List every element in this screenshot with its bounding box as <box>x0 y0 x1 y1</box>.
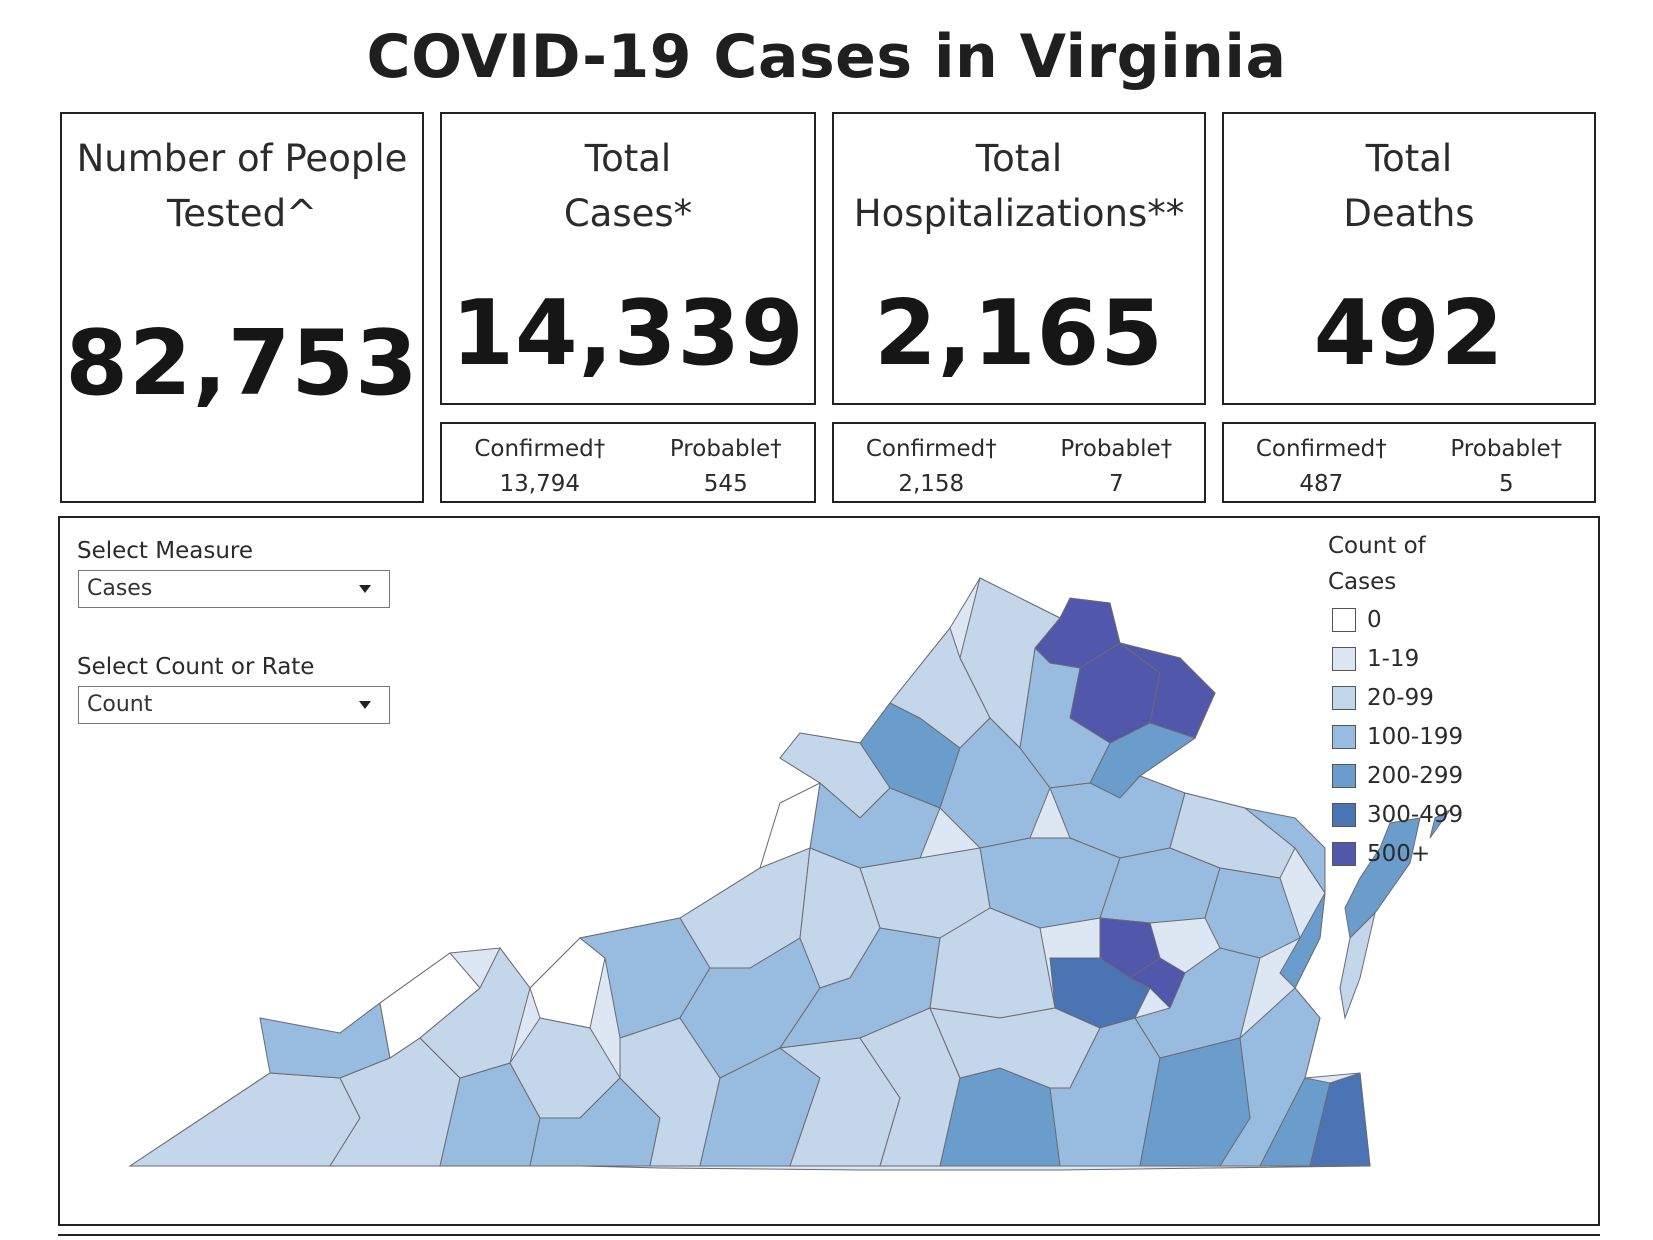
probable-label: Probable† <box>1060 436 1173 462</box>
probable-label: Probable† <box>669 436 782 462</box>
kpi-value: 82,753 <box>65 311 419 416</box>
legend-swatch <box>1332 685 1356 710</box>
kpi-total-cases: Total Cases* 14,339 <box>440 112 816 405</box>
probable-value: 5 <box>1498 471 1514 497</box>
kpi-deaths-breakdown: Confirmed† 487 Probable† 5 <box>1222 422 1596 503</box>
legend-item-label: 1-19 <box>1367 645 1420 672</box>
legend-swatch <box>1332 802 1356 827</box>
map-county[interactable] <box>1309 1072 1371 1167</box>
kpi-label: Hospitalizations** <box>853 192 1185 235</box>
probable-value: 545 <box>703 471 748 497</box>
legend-item[interactable]: 200-299 <box>1328 756 1463 795</box>
legend-item-label: 300-499 <box>1367 801 1464 828</box>
kpi-value: 492 <box>1313 281 1505 386</box>
confirmed-value: 2,158 <box>898 471 965 497</box>
dropdown-arrow-icon <box>359 585 371 593</box>
select-count-rate-dropdown[interactable]: Count <box>78 686 390 724</box>
map-county[interactable] <box>529 937 606 1029</box>
select-measure-label: Select Measure <box>77 538 254 564</box>
kpi-people-tested: Number of People Tested^ 82,753 <box>60 112 424 503</box>
legend-swatch <box>1332 763 1356 788</box>
kpi-label: Total <box>584 137 672 180</box>
kpi-value: 14,339 <box>451 281 805 386</box>
select-measure-value: Cases <box>87 576 153 601</box>
legend-item-label: 500+ <box>1367 840 1431 867</box>
legend-items: 0 1-19 20-99 100-199 200-299 300-499 500… <box>1328 600 1463 873</box>
kpi-cases-breakdown: Confirmed† 13,794 Probable† 545 <box>440 422 816 503</box>
legend-title-line: Count of <box>1328 533 1426 559</box>
legend-item-label: 0 <box>1367 606 1382 633</box>
confirmed-label: Confirmed† <box>865 436 997 462</box>
legend-item[interactable]: 0 <box>1328 600 1463 639</box>
kpi-label: Tested^ <box>166 192 318 235</box>
legend-item-label: 200-299 <box>1367 762 1464 789</box>
legend-swatch <box>1332 607 1356 632</box>
legend-item-label: 100-199 <box>1367 723 1464 750</box>
select-count-rate-label: Select Count or Rate <box>77 654 315 680</box>
legend-item[interactable]: 20-99 <box>1328 678 1463 717</box>
legend-item[interactable]: 1-19 <box>1328 639 1463 678</box>
kpi-label: Deaths <box>1343 192 1475 235</box>
confirmed-label: Confirmed† <box>1255 436 1387 462</box>
select-count-rate-value: Count <box>87 692 153 717</box>
map-county[interactable] <box>1429 809 1451 839</box>
map-county[interactable] <box>1244 807 1326 895</box>
map-county[interactable] <box>1339 911 1376 1020</box>
confirmed-value: 13,794 <box>499 471 580 497</box>
page-title: COVID-19 Cases in Virginia <box>366 22 1287 92</box>
probable-value: 7 <box>1108 471 1124 497</box>
virginia-county-map[interactable] <box>60 518 1602 1228</box>
legend-swatch <box>1332 841 1356 866</box>
map-county[interactable] <box>1279 892 1326 989</box>
kpi-total-deaths: Total Deaths 492 <box>1222 112 1596 405</box>
kpi-total-hospitalizations: Total Hospitalizations** 2,165 <box>832 112 1206 405</box>
legend-item[interactable]: 100-199 <box>1328 717 1463 756</box>
select-measure-dropdown[interactable]: Cases <box>78 570 390 608</box>
kpi-label: Total <box>1365 137 1453 180</box>
kpi-hospitalizations-breakdown: Confirmed† 2,158 Probable† 7 <box>832 422 1206 503</box>
dropdown-arrow-icon <box>359 701 371 709</box>
confirmed-label: Confirmed† <box>474 436 606 462</box>
next-panel-edge <box>58 1234 1600 1236</box>
legend-title-line: Cases <box>1328 569 1397 595</box>
kpi-label: Cases* <box>563 192 693 235</box>
map-panel: Select Measure Cases Select Count or Rat… <box>58 516 1600 1226</box>
legend-item-label: 20-99 <box>1367 684 1434 711</box>
kpi-value: 2,165 <box>874 281 1164 386</box>
kpi-label: Total <box>975 137 1063 180</box>
confirmed-value: 487 <box>1299 471 1344 497</box>
map-county[interactable] <box>128 1072 361 1167</box>
kpi-label: Number of People <box>76 137 408 180</box>
legend-title: Count of Cases <box>1328 528 1463 600</box>
legend-item[interactable]: 500+ <box>1328 834 1463 873</box>
legend-swatch <box>1332 646 1356 671</box>
map-legend: Count of Cases 0 1-19 20-99 100-199 200-… <box>1328 528 1463 873</box>
probable-label: Probable† <box>1450 436 1563 462</box>
legend-item[interactable]: 300-499 <box>1328 795 1463 834</box>
legend-swatch <box>1332 724 1356 749</box>
